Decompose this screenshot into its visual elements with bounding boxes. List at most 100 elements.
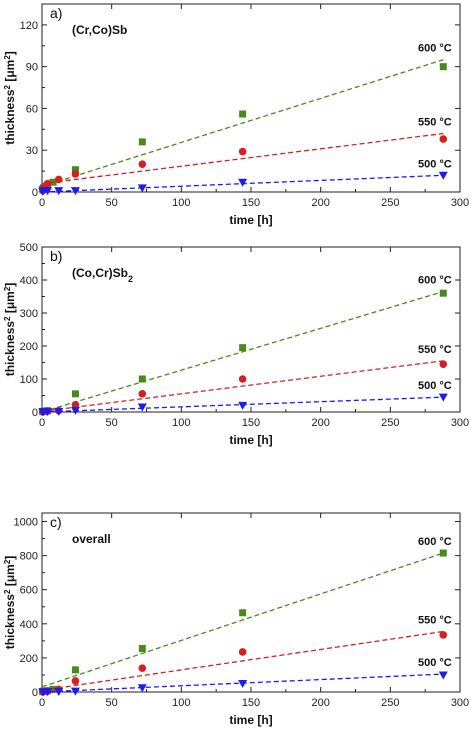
x-tick-label: 0 [39,417,45,429]
y-tick-label: 200 [20,341,38,353]
y-tick-label: 400 [20,619,38,631]
y-tick-label: 60 [26,103,38,115]
series-1: 600 °C [39,536,452,696]
panel-1: 0 50 100 150 200 250 300 0 30 60 90 120 time [h] thic… [3,3,469,227]
x-tick-label: 100 [172,417,190,429]
y-tick-label: 800 [20,551,38,563]
series-label: 500 °C [418,657,452,669]
x-tick-label: 250 [381,417,399,429]
series-label: 600 °C [418,43,452,55]
y-axis-label-ylabel-unit-sup: 2 [3,286,12,291]
data-point-circle [138,664,147,672]
data-point-square [239,609,247,617]
data-point-triangle [54,187,64,196]
series-label: 550 °C [418,344,452,356]
data-point-triangle [238,178,248,187]
y-axis-label-ylabel-sup: 2 [3,84,12,89]
y-axis-label-ylabel-unit-sup: 2 [3,559,12,564]
data-point-triangle [238,401,248,410]
series-3: 500 °C [38,380,452,417]
data-point-triangle [43,688,53,697]
y-tick-label: 120 [20,20,38,32]
compound-subscript: 2 [128,274,133,284]
x-tick-label: 200 [311,197,329,209]
data-point-square [138,138,146,146]
data-point-triangle [54,687,64,696]
panel-2: 0 50 100 150 200 250 300 0 100 200 300 400 500 time [… [3,242,470,447]
y-tick-label: 30 [26,145,38,157]
fit-line [41,552,444,688]
y-tick-label: 0 [32,187,38,199]
y-tick-label: 300 [20,308,38,320]
fit-line [41,59,444,188]
y-axis-label-ylabel-main: thickness [3,321,17,377]
data-point-triangle [70,687,80,696]
data-point-square [239,344,247,352]
x-tick-label: 250 [381,697,399,709]
x-tick-label: 0 [39,197,45,209]
compound-label: (Co,Cr)Sb2 [72,266,133,284]
compound-label: (Cr,Co)Sb [72,23,127,37]
x-tick-label: 150 [242,417,260,429]
data-point-triangle [137,184,147,193]
data-point-triangle [438,171,448,180]
series-3: 500 °C [38,158,452,196]
data-point-triangle [70,406,80,415]
x-tick-label: 200 [311,697,329,709]
series-label: 550 °C [418,614,452,626]
x-tick-label: 50 [106,417,118,429]
y-tick-label: 0 [32,407,38,419]
y-tick-label: 500 [20,242,38,254]
data-point-circle [238,375,247,383]
fit-line [41,132,444,185]
x-tick-label: 300 [451,197,469,209]
x-tick-label: 0 [39,697,45,709]
x-tick-label: 150 [242,197,260,209]
y-axis-label-ylabel-unit: [μm [3,60,17,85]
data-point-triangle [137,684,147,693]
data-point-triangle [43,408,53,417]
y-axis-label-ylabel-close: ] [3,556,17,560]
y-axis-label-ylabel-unit: [μm [3,564,17,589]
data-point-square [71,666,79,674]
series-2: 550 °C [38,344,452,416]
data-point-triangle [137,403,147,412]
panel-3: 0 50 100 150 200 250 300 0 200 400 600 800 1000 time … [3,512,469,727]
series-1: 600 °C [39,43,452,193]
panel-letter: a) [50,5,62,21]
y-tick-label: 600 [20,585,38,597]
x-tick-label: 250 [381,197,399,209]
data-point-circle [54,175,63,184]
data-point-circle [439,631,448,639]
panel-letter: c) [50,514,62,530]
y-axis-label-ylabel-sup: 2 [3,316,12,321]
y-tick-label: 1000 [14,517,38,529]
data-point-circle [71,400,80,409]
compound-name: (Cr,Co)Sb [72,23,127,37]
y-tick-label: 0 [32,687,38,699]
y-tick-label: 100 [20,374,38,386]
data-point-circle [238,648,247,656]
compound-label: overall [72,532,111,546]
x-tick-label: 300 [451,697,469,709]
data-point-triangle [238,679,248,688]
x-axis-label: time [h] [229,213,272,227]
series-label: 500 °C [418,158,452,170]
x-axis-label: time [h] [229,713,272,727]
data-point-circle [43,179,52,188]
series-3: 500 °C [38,657,452,697]
y-tick-label: 90 [26,62,38,74]
y-tick-label: 400 [20,275,38,287]
data-point-circle [138,390,147,398]
x-tick-label: 100 [172,697,190,709]
series-1: 600 °C [39,275,452,416]
y-tick-label: 200 [20,653,38,665]
x-tick-label: 100 [172,197,190,209]
data-point-square [49,685,57,693]
data-point-square [439,63,447,71]
series-label: 500 °C [418,380,452,392]
data-point-circle [71,677,80,685]
data-point-circle [439,360,448,368]
y-axis-label: thickness2 [μm2] [3,556,18,650]
